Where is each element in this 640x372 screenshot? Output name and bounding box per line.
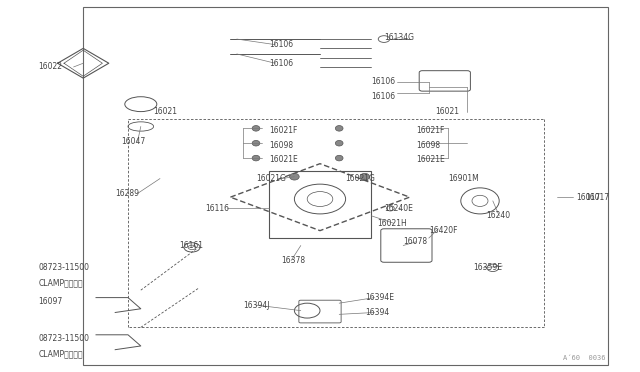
- Text: A´60  0036: A´60 0036: [563, 355, 605, 361]
- Ellipse shape: [360, 173, 370, 180]
- Text: CLAMPクランプ: CLAMPクランプ: [38, 349, 83, 358]
- Text: 16901M: 16901M: [448, 174, 479, 183]
- Text: 16021: 16021: [154, 107, 178, 116]
- Text: 16359E: 16359E: [474, 263, 502, 272]
- Text: 16394: 16394: [365, 308, 389, 317]
- Text: 16021G: 16021G: [346, 174, 376, 183]
- Text: 16240E: 16240E: [384, 204, 413, 213]
- Text: 16134G: 16134G: [384, 33, 414, 42]
- FancyBboxPatch shape: [83, 7, 608, 365]
- Text: 16047: 16047: [122, 137, 146, 146]
- Text: 16098: 16098: [416, 141, 440, 150]
- Text: 08723-11500: 08723-11500: [38, 334, 90, 343]
- Ellipse shape: [252, 155, 260, 161]
- Text: 16022: 16022: [38, 62, 63, 71]
- Text: 16394J: 16394J: [243, 301, 269, 310]
- Ellipse shape: [335, 141, 343, 146]
- Text: 16394E: 16394E: [365, 293, 394, 302]
- Text: 16420F: 16420F: [429, 226, 458, 235]
- Text: 16098: 16098: [269, 141, 293, 150]
- Text: 16378: 16378: [282, 256, 306, 265]
- Text: 16021G: 16021G: [256, 174, 286, 183]
- Text: 16106: 16106: [371, 92, 396, 101]
- Text: 16078: 16078: [403, 237, 428, 246]
- Text: CLAMPクランプ: CLAMPクランプ: [38, 278, 83, 287]
- Text: 16116: 16116: [205, 204, 229, 213]
- Text: 16017: 16017: [586, 193, 610, 202]
- Text: 16097: 16097: [38, 297, 63, 306]
- Text: 16021F: 16021F: [416, 126, 444, 135]
- Text: 16289: 16289: [115, 189, 140, 198]
- Text: 16021E: 16021E: [269, 155, 298, 164]
- Ellipse shape: [290, 173, 300, 180]
- Text: 16017: 16017: [576, 193, 600, 202]
- Text: 16021F: 16021F: [269, 126, 297, 135]
- Ellipse shape: [335, 126, 343, 131]
- Text: 16240: 16240: [486, 211, 511, 220]
- Ellipse shape: [252, 126, 260, 131]
- Ellipse shape: [252, 141, 260, 146]
- Text: 16106: 16106: [269, 59, 293, 68]
- Bar: [269, 171, 371, 238]
- Text: 16106: 16106: [371, 77, 396, 86]
- Text: 16021H: 16021H: [378, 219, 407, 228]
- Text: 16106: 16106: [269, 40, 293, 49]
- Text: 16021: 16021: [435, 107, 460, 116]
- Ellipse shape: [335, 155, 343, 161]
- Text: 16161: 16161: [179, 241, 204, 250]
- Text: 16021E: 16021E: [416, 155, 445, 164]
- Text: 08723-11500: 08723-11500: [38, 263, 90, 272]
